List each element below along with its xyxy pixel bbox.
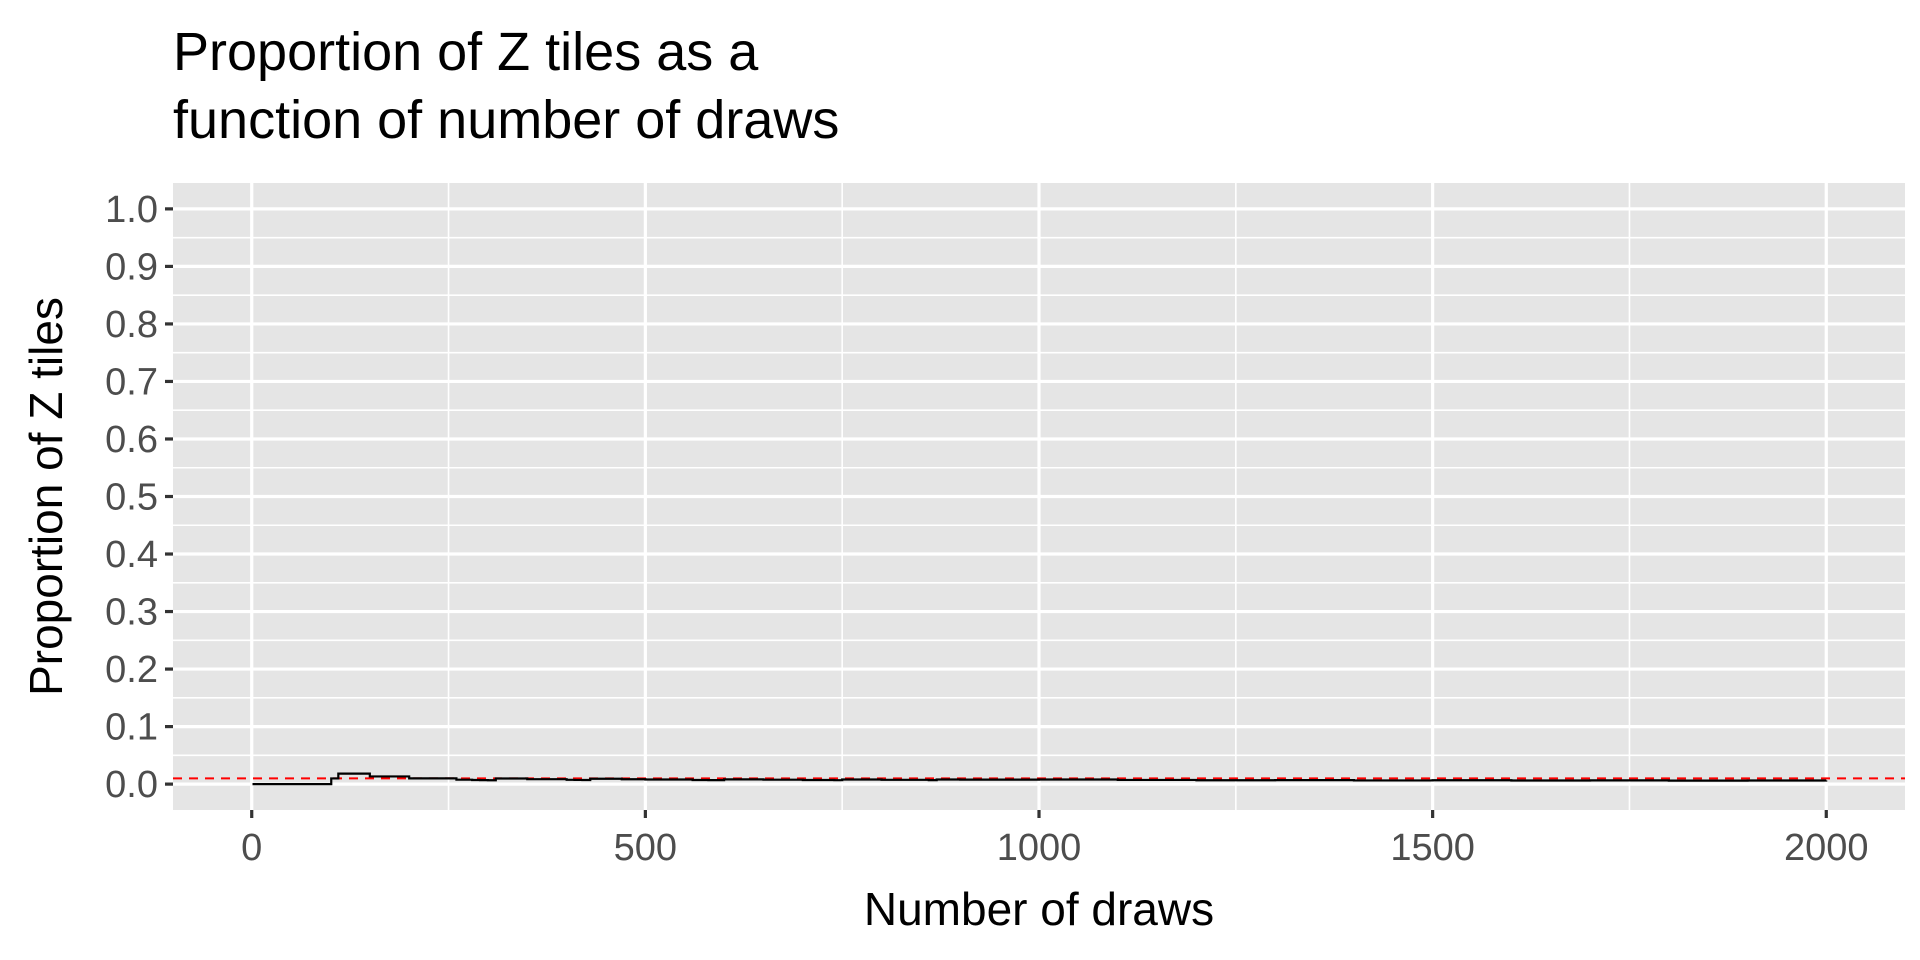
y-tick-label: 0.1: [105, 707, 158, 749]
y-axis-title: Proportion of Z tiles: [20, 297, 72, 696]
series-line-0: [252, 772, 1828, 786]
y-tick-label: 0.6: [105, 419, 158, 461]
x-tick-label: 500: [614, 827, 677, 869]
x-tick-label: 0: [241, 827, 262, 869]
y-tick-label: 0.7: [105, 361, 158, 403]
x-tick-label: 1000: [997, 827, 1082, 869]
y-axis: 0.0 0.1 0.2 0.3 0.4 0.5 0.6 0.7 0.8 0.9 1.0: [105, 189, 173, 806]
major-gridlines: [173, 183, 1905, 810]
y-tick-label: 0.4: [105, 534, 158, 576]
y-tick-label: 1.0: [105, 189, 158, 231]
y-tick-label: 0.9: [105, 246, 158, 288]
y-tick-label: 0.0: [105, 764, 158, 806]
x-axis: 0 500 1000 1500 2000: [241, 810, 1869, 869]
chart-title: Proportion of Z tiles as a function of n…: [173, 18, 839, 154]
y-tick-label: 0.5: [105, 477, 158, 519]
chart-title-line-1: Proportion of Z tiles as a: [173, 22, 759, 82]
y-tick-label: 0.3: [105, 592, 158, 634]
x-tick-label: 1500: [1390, 827, 1475, 869]
series-layer: [252, 772, 1828, 786]
y-tick-label: 0.8: [105, 304, 158, 346]
y-tick-label: 0.2: [105, 649, 158, 691]
chart-title-line-2: function of number of draws: [173, 90, 840, 150]
x-axis-title: Number of draws: [864, 883, 1214, 935]
x-tick-label: 2000: [1784, 827, 1869, 869]
